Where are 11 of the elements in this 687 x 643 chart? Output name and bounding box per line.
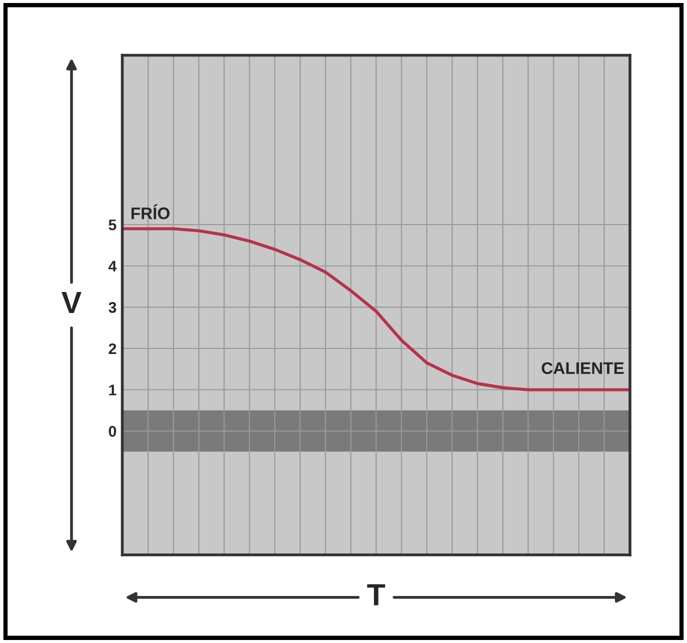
y-tick-label: 3 xyxy=(108,302,116,313)
y-tick-label: 0 xyxy=(108,426,116,437)
y-tick-label: 4 xyxy=(108,260,117,272)
annotation: CALIENTE xyxy=(542,362,624,374)
y-axis-title: V xyxy=(62,292,82,314)
annotation: FRÍO xyxy=(132,204,170,220)
line-series xyxy=(122,227,630,392)
y-tick-label: 2 xyxy=(108,343,116,354)
y-tick-label: 1 xyxy=(109,384,116,396)
x-axis-title: T xyxy=(367,584,386,606)
y-tick-label: 5 xyxy=(108,220,116,230)
